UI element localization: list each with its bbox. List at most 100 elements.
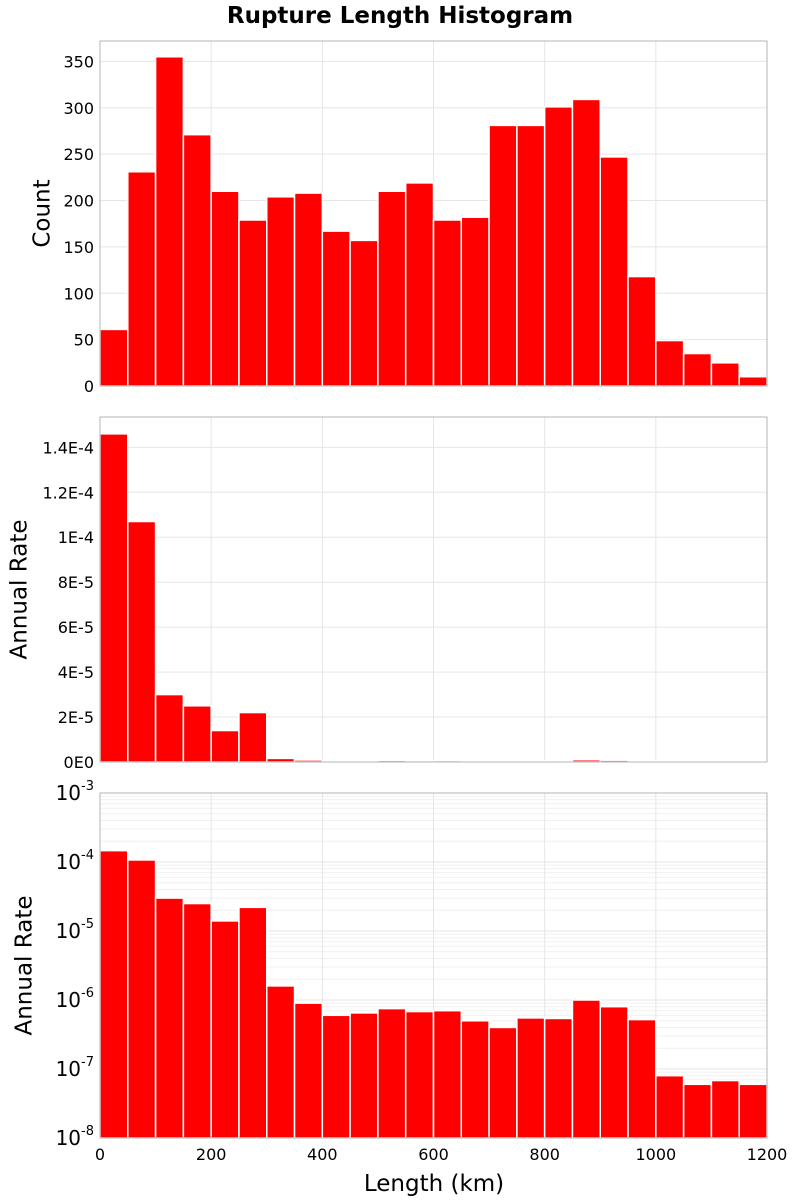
x-tick-label: 0	[95, 1145, 105, 1164]
x-tick-label: 1000	[635, 1145, 676, 1164]
y-tick-label: 300	[63, 99, 94, 118]
bar-1050-km	[682, 352, 713, 387]
x-tick-label: 800	[529, 1145, 560, 1164]
panel-3: 10-8 10-7 10-6 10-5 10-4 10-3 Annual Rate 0 200 4…	[12, 779, 788, 1164]
y-tick-label: 1.2E-4	[42, 483, 94, 502]
panel-2-frame	[99, 416, 768, 763]
bar-250-km	[238, 219, 268, 387]
panel-1: 0 50 100 150 200 250 300 350 Count	[30, 40, 768, 396]
bar-600-km	[432, 219, 463, 387]
bar-150-km	[182, 902, 212, 1139]
bar-950-km	[627, 1018, 657, 1139]
x-tick-label: 600	[418, 1145, 449, 1164]
bar-1150-km	[738, 375, 768, 387]
bar-100-km	[154, 693, 185, 763]
bar-500-km	[377, 1007, 407, 1139]
panel-1-bars	[99, 56, 768, 387]
x-tick-label: 400	[307, 1145, 338, 1164]
bar-0-km	[99, 849, 129, 1139]
bar-950-km	[627, 275, 657, 387]
bar-150-km	[182, 133, 212, 387]
bar-700-km	[488, 1026, 518, 1139]
bar-650-km	[460, 216, 490, 387]
bar-1000-km	[655, 339, 685, 387]
bar-1100-km	[710, 362, 740, 387]
bar-1050-km	[682, 1083, 713, 1139]
y-tick-label: 10-8	[56, 1124, 94, 1150]
bar-450-km	[349, 239, 379, 387]
y-tick-label: 8E-5	[58, 573, 94, 592]
y-tick-label: 1.4E-4	[42, 438, 94, 457]
bar-100-km	[154, 56, 185, 387]
bar-300-km	[266, 985, 296, 1139]
bar-1100-km	[710, 1079, 740, 1139]
bar-0-km	[99, 328, 129, 387]
y-tick-label: 10-6	[56, 986, 94, 1012]
bar-550-km	[404, 182, 435, 387]
y-tick-label: 250	[63, 145, 94, 164]
bar-550-km	[404, 1010, 435, 1139]
panel-1-y-axis-label: Count	[30, 179, 56, 247]
y-tick-label: 4E-5	[58, 663, 94, 682]
panel-3-bars	[99, 849, 768, 1139]
bar-400-km	[321, 1014, 351, 1139]
y-tick-label: 0E0	[64, 753, 94, 772]
bar-0-km	[99, 433, 129, 763]
y-tick-label: 10-7	[56, 1055, 94, 1081]
y-tick-label: 2E-5	[58, 708, 94, 727]
y-tick-label: 1E-4	[58, 528, 94, 547]
y-tick-label: 10-3	[56, 779, 94, 805]
panel-2: 0E0 2E-5 4E-5 6E-5 8E-5 1E-4 1.2E-4 1.4E-4 Annua…	[7, 416, 768, 772]
x-tick-label: 1200	[747, 1145, 788, 1164]
bar-300-km	[266, 196, 296, 387]
bar-50-km	[127, 859, 157, 1139]
bar-600-km	[432, 1009, 463, 1139]
panel-2-y-axis-label: Annual Rate	[7, 520, 33, 660]
panel-3-frame	[99, 792, 768, 1139]
y-tick-label: 6E-5	[58, 618, 94, 637]
bar-100-km	[154, 897, 185, 1139]
bar-850-km	[571, 98, 601, 387]
chart-title: Rupture Length Histogram	[227, 3, 573, 29]
bar-750-km	[516, 1017, 546, 1139]
bar-1150-km	[738, 1083, 768, 1139]
y-tick-label: 200	[63, 192, 94, 211]
bar-300-km	[266, 757, 296, 763]
bar-350-km	[293, 1002, 324, 1139]
bar-500-km	[377, 190, 407, 387]
bar-1000-km	[655, 1074, 685, 1139]
bar-400-km	[321, 230, 351, 387]
x-axis-label: Length (km)	[364, 1171, 504, 1197]
bar-150-km	[182, 705, 212, 763]
y-tick-label: 150	[63, 238, 94, 257]
y-tick-label: 0	[84, 377, 94, 396]
bar-850-km	[571, 999, 601, 1139]
bar-50-km	[127, 171, 157, 387]
y-tick-label: 350	[63, 52, 94, 71]
bar-750-km	[516, 124, 546, 387]
y-tick-label: 10-5	[56, 917, 94, 943]
bar-250-km	[238, 711, 268, 763]
chart-panels: 0 50 100 150 200 250 300 350 Count 0E0 2E-5 4E-5 6E-…	[7, 40, 788, 1164]
bar-450-km	[349, 1012, 379, 1139]
bar-900-km	[599, 156, 629, 387]
bar-700-km	[488, 124, 518, 387]
bar-200-km	[210, 190, 240, 387]
bar-900-km	[599, 1005, 629, 1139]
y-tick-label: 50	[74, 331, 94, 350]
bar-800-km	[543, 106, 574, 387]
bar-350-km	[293, 192, 324, 387]
bar-200-km	[210, 729, 240, 763]
bar-650-km	[460, 1020, 490, 1139]
panel-3-y-axis-label: Annual Rate	[12, 896, 38, 1036]
bar-800-km	[543, 1017, 574, 1139]
panel-1-frame	[99, 40, 768, 387]
bar-50-km	[127, 520, 157, 763]
y-tick-label: 10-4	[56, 848, 94, 874]
y-tick-label: 100	[63, 284, 94, 303]
bar-200-km	[210, 920, 240, 1139]
x-tick-label: 200	[196, 1145, 227, 1164]
bar-250-km	[238, 906, 268, 1139]
